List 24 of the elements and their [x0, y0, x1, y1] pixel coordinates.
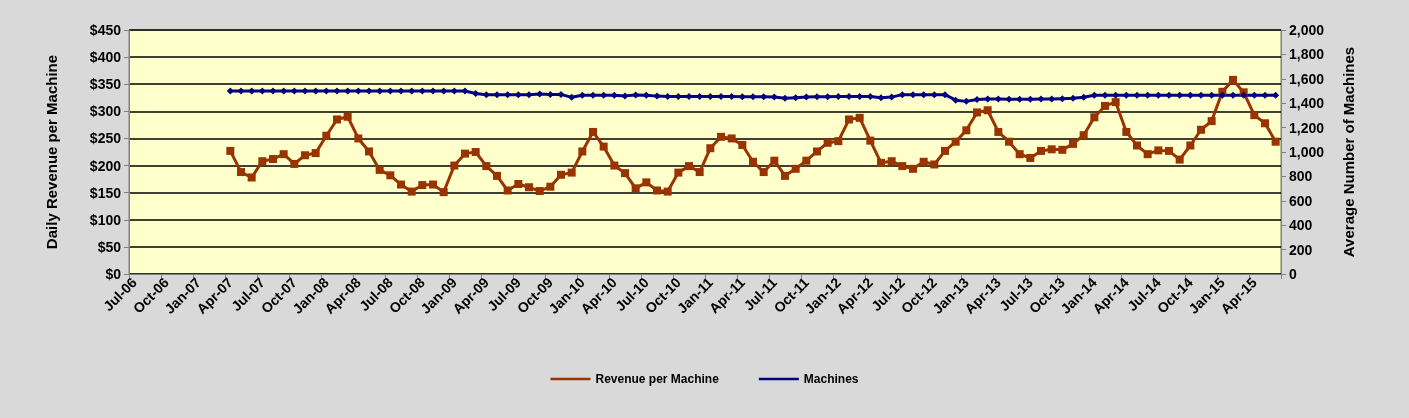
y-tick-label: $350	[89, 76, 122, 93]
y-tick-label: $200	[89, 157, 122, 174]
y2-tick-label: 1,400	[1289, 95, 1325, 112]
y-tick-label: $150	[89, 184, 122, 201]
y2-tick-label: 1,200	[1289, 119, 1325, 136]
y2-tick-label: 1,800	[1289, 46, 1325, 63]
y-tick-label: $100	[89, 211, 122, 228]
y-tick-label: $250	[89, 130, 122, 147]
y-tick-label: $400	[89, 49, 122, 66]
y-tick-label: $300	[89, 103, 122, 120]
y2-tick-label: 400	[1289, 217, 1313, 234]
y2-tick-label: 1,600	[1289, 70, 1325, 87]
y2-tick-label: 1,000	[1289, 144, 1325, 160]
y2-axis-title: Average Number of Machines	[1340, 46, 1357, 258]
y2-tick-label: 0	[1289, 266, 1297, 282]
legend-label: Machines	[803, 372, 859, 386]
y2-tick-label: 200	[1289, 241, 1313, 258]
y-axis-title: Daily Revenue per Machine	[43, 54, 60, 250]
y-tick-label: $50	[97, 238, 122, 255]
legend-label: Revenue per Machine	[595, 372, 720, 386]
y2-tick-label: 2,000	[1289, 22, 1325, 38]
y-tick-label: $450	[89, 22, 122, 38]
y2-tick-label: 800	[1289, 168, 1313, 185]
y2-tick-label: 600	[1289, 192, 1313, 209]
